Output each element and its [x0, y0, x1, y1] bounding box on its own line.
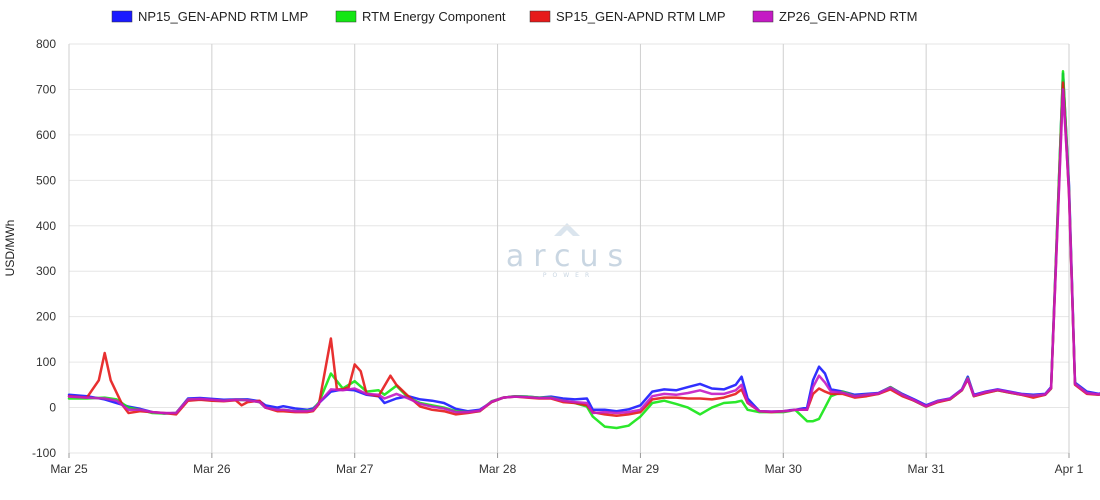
grid-lines [68, 43, 1070, 454]
legend-label: ZP26_GEN-APND RTM [779, 9, 917, 24]
legend-swatch [335, 10, 357, 23]
legend-label: NP15_GEN-APND RTM LMP [138, 9, 308, 24]
series-lines [67, 70, 1100, 430]
legend-label: SP15_GEN-APND RTM LMP [556, 9, 726, 24]
x-axis-ticks: Mar 25 Mar 26 Mar 27 Mar 28 Mar 29 Mar 30 Mar … [50, 453, 1084, 476]
x-tick-label: Mar 25 [50, 462, 88, 476]
watermark-sub: POWER [543, 272, 595, 279]
x-tick-label: Mar 30 [765, 462, 803, 476]
x-tick-label: Mar 29 [622, 462, 660, 476]
y-tick-label: 200 [36, 310, 56, 324]
y-tick-label: 700 [36, 82, 56, 96]
y-tick-label: 0 [49, 401, 56, 415]
series-line-4 [67, 88, 1100, 415]
x-tick-label: Apr 1 [1055, 462, 1084, 476]
legend-swatch [529, 10, 551, 23]
legend-label: RTM Energy Component [362, 9, 506, 24]
x-tick-label: Mar 31 [907, 462, 945, 476]
y-tick-label: 600 [36, 128, 56, 142]
x-tick-label: Mar 26 [193, 462, 231, 476]
x-tick-label: Mar 27 [336, 462, 374, 476]
y-tick-label: 500 [36, 173, 56, 187]
y-tick-label: 100 [36, 355, 56, 369]
legend-swatch [752, 10, 774, 23]
legend: NP15_GEN-APND RTM LMP RTM Energy Componen… [111, 9, 917, 24]
x-tick-label: Mar 28 [479, 462, 517, 476]
y-axis-title: USD/MWh [3, 220, 17, 277]
watermark-logo-icon [554, 223, 580, 236]
watermark-brand: arcus [506, 239, 632, 274]
y-tick-label: -100 [32, 446, 56, 460]
y-tick-label: 800 [36, 37, 56, 51]
legend-swatch [111, 10, 133, 23]
y-tick-label: 300 [36, 264, 56, 278]
y-tick-label: 400 [36, 219, 56, 233]
y-axis-ticks: -100 0 100 200 300 400 500 600 700 800 [32, 37, 56, 460]
